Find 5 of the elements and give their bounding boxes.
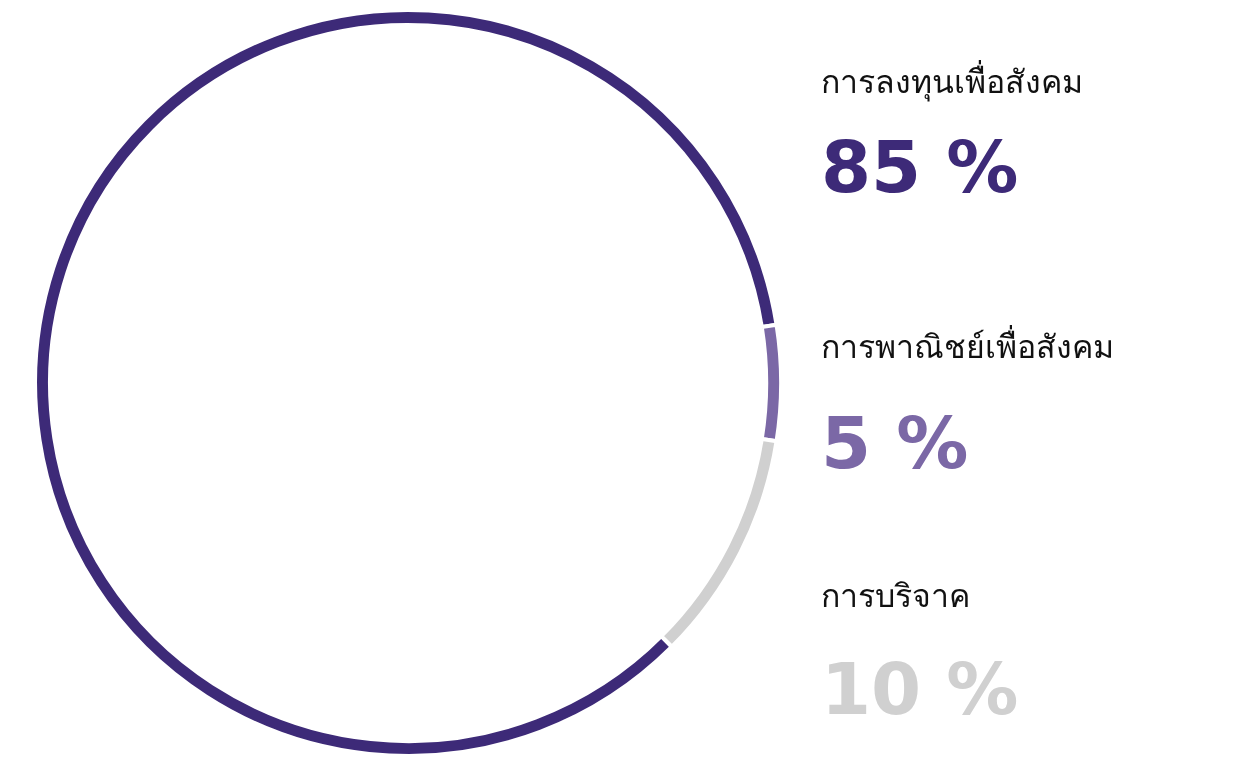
data-label: 5 %	[821, 401, 969, 485]
slice-label: การพาณิชย์เพื่อสังคม	[821, 325, 1114, 366]
data-label: 85 %	[821, 125, 1019, 209]
slice-label: การบริจาค	[821, 577, 970, 615]
slice-label: การลงทุนเพื่อสังคม	[821, 60, 1083, 102]
